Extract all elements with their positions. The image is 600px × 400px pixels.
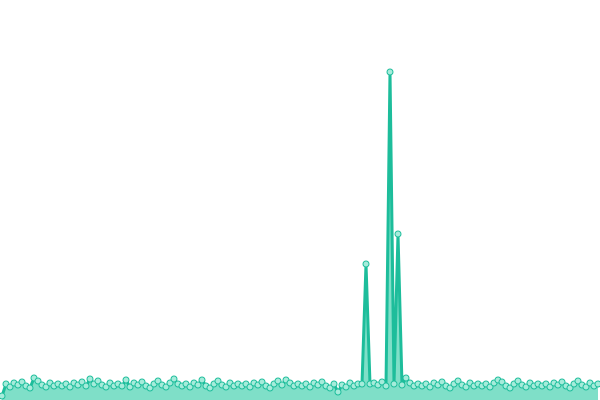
- data-point: [146, 384, 154, 392]
- data-point: [214, 377, 222, 385]
- data-point: [362, 260, 370, 268]
- data-point: [0, 392, 6, 400]
- data-point: [258, 378, 266, 386]
- data-point: [378, 378, 386, 386]
- data-point: [342, 383, 350, 391]
- data-point: [94, 377, 102, 385]
- data-point: [206, 384, 214, 392]
- data-point: [246, 383, 254, 391]
- data-point: [334, 388, 342, 396]
- data-point: [102, 383, 110, 391]
- data-point: [402, 374, 410, 382]
- area-fill: [2, 72, 598, 400]
- data-point: [446, 384, 454, 392]
- data-point: [82, 382, 90, 390]
- data-point: [42, 383, 50, 391]
- data-point: [390, 380, 398, 388]
- data-point: [122, 376, 130, 384]
- data-point: [382, 382, 390, 390]
- data-point: [278, 381, 286, 389]
- data-point: [306, 383, 314, 391]
- data-point: [438, 378, 446, 386]
- data-point: [6, 383, 14, 391]
- data-point: [398, 381, 406, 389]
- data-point: [26, 384, 34, 392]
- data-point: [118, 382, 126, 390]
- data-point: [454, 377, 462, 385]
- data-point: [330, 380, 338, 388]
- data-point: [486, 383, 494, 391]
- data-point: [198, 376, 206, 384]
- data-point: [266, 384, 274, 392]
- data-point: [78, 378, 86, 386]
- data-point: [574, 377, 582, 385]
- data-point: [462, 383, 470, 391]
- data-point: [18, 378, 26, 386]
- data-point: [166, 379, 174, 387]
- data-point: [426, 383, 434, 391]
- data-point: [194, 381, 202, 389]
- data-point: [318, 378, 326, 386]
- data-point: [558, 378, 566, 386]
- data-point: [126, 383, 134, 391]
- data-point: [162, 383, 170, 391]
- data-point: [170, 375, 178, 383]
- data-point: [582, 383, 590, 391]
- data-point: [274, 377, 282, 385]
- data-point: [394, 230, 402, 238]
- data-point: [66, 383, 74, 391]
- data-point: [34, 377, 42, 385]
- data-point: [546, 383, 554, 391]
- data-point: [506, 384, 514, 392]
- data-point: [222, 383, 230, 391]
- data-point: [498, 378, 506, 386]
- data-point: [154, 377, 162, 385]
- data-point: [514, 377, 522, 385]
- data-point: [594, 380, 600, 388]
- data-point: [326, 384, 334, 392]
- data-point: [522, 383, 530, 391]
- data-point: [186, 383, 194, 391]
- area-line: [0, 70, 599, 397]
- data-point: [358, 380, 366, 388]
- data-point: [138, 378, 146, 386]
- data-point: [386, 68, 394, 76]
- data-point: [86, 375, 94, 383]
- data-point: [566, 384, 574, 392]
